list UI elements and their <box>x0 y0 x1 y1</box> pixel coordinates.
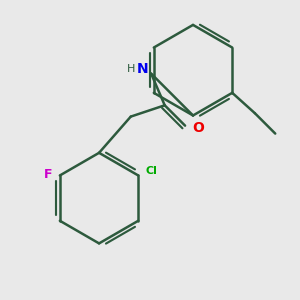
Text: F: F <box>44 168 52 181</box>
Text: H: H <box>127 64 135 74</box>
Text: Cl: Cl <box>145 166 157 176</box>
Text: O: O <box>192 121 204 135</box>
Text: N: N <box>137 62 149 76</box>
